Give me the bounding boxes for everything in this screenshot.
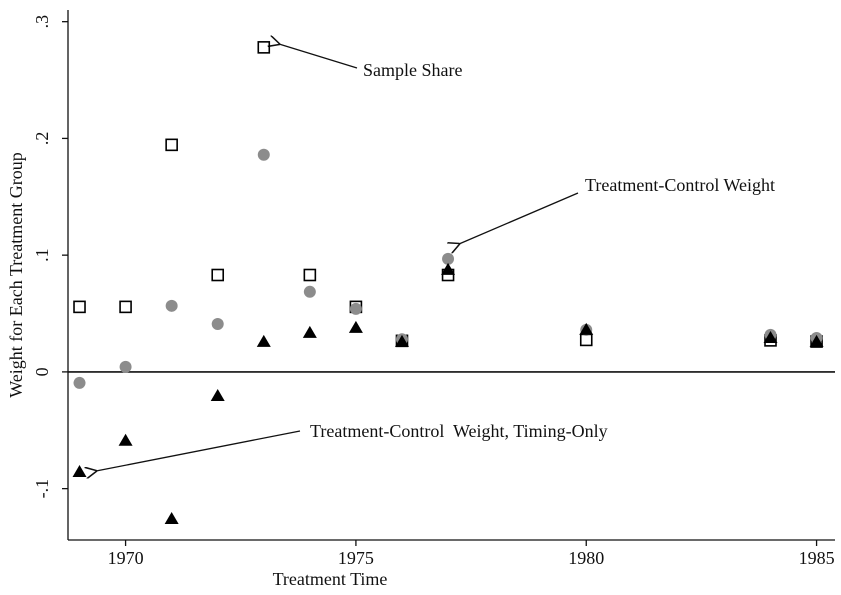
annotation: Treatment-Control Weight [585, 175, 775, 195]
circle-marker [442, 252, 455, 265]
triangle-marker [348, 320, 363, 333]
arrow [279, 44, 358, 69]
y-tick-label: 0 [32, 367, 52, 376]
y-tick-label: -.1 [32, 479, 52, 499]
square-marker [119, 300, 132, 314]
triangle-marker [210, 388, 225, 401]
square-marker [165, 138, 178, 152]
circle-marker [73, 376, 86, 389]
annotations: Sample Share Treatment-Control Weight Tr… [96, 44, 775, 471]
x-tick-label: 1980 [568, 548, 604, 568]
annotation: Treatment-Control Weight, Timing-Only [310, 421, 608, 441]
square-marker [303, 268, 317, 282]
triangle-marker [164, 511, 179, 524]
triangle-marker [579, 322, 594, 335]
triangle-marker [394, 334, 409, 347]
square-marker [73, 300, 86, 314]
x-tick-label: 1970 [108, 548, 144, 568]
y-tick-label: .2 [32, 132, 52, 146]
triangle-marker [118, 433, 133, 446]
circle-marker [119, 360, 132, 373]
arrow [96, 430, 301, 471]
circle-marker [257, 148, 270, 161]
triangle-marker [256, 334, 271, 347]
x-tick-label: 1975 [338, 548, 374, 568]
triangle-marker [809, 334, 824, 347]
y-axis-label: Weight for Each Treatment Group [6, 152, 26, 398]
square-marker [579, 333, 593, 347]
square-marker [211, 268, 225, 282]
circle-marker [211, 318, 224, 331]
circle-marker [165, 299, 178, 312]
arrow [459, 192, 579, 244]
triangle-marker [302, 325, 317, 338]
y-tick-label: .3 [32, 15, 52, 29]
x-tick-label: 1985 [799, 548, 835, 568]
y-tick-label: .1 [32, 248, 52, 261]
triangle-marker [763, 331, 778, 344]
circle-marker [349, 302, 362, 315]
annotation: Sample Share [363, 60, 462, 80]
square-marker [257, 41, 271, 54]
circle-marker [303, 285, 316, 298]
triangle-marker [441, 262, 456, 275]
x-axis-label: Treatment Time [273, 569, 388, 589]
triangle-marker [72, 464, 87, 477]
